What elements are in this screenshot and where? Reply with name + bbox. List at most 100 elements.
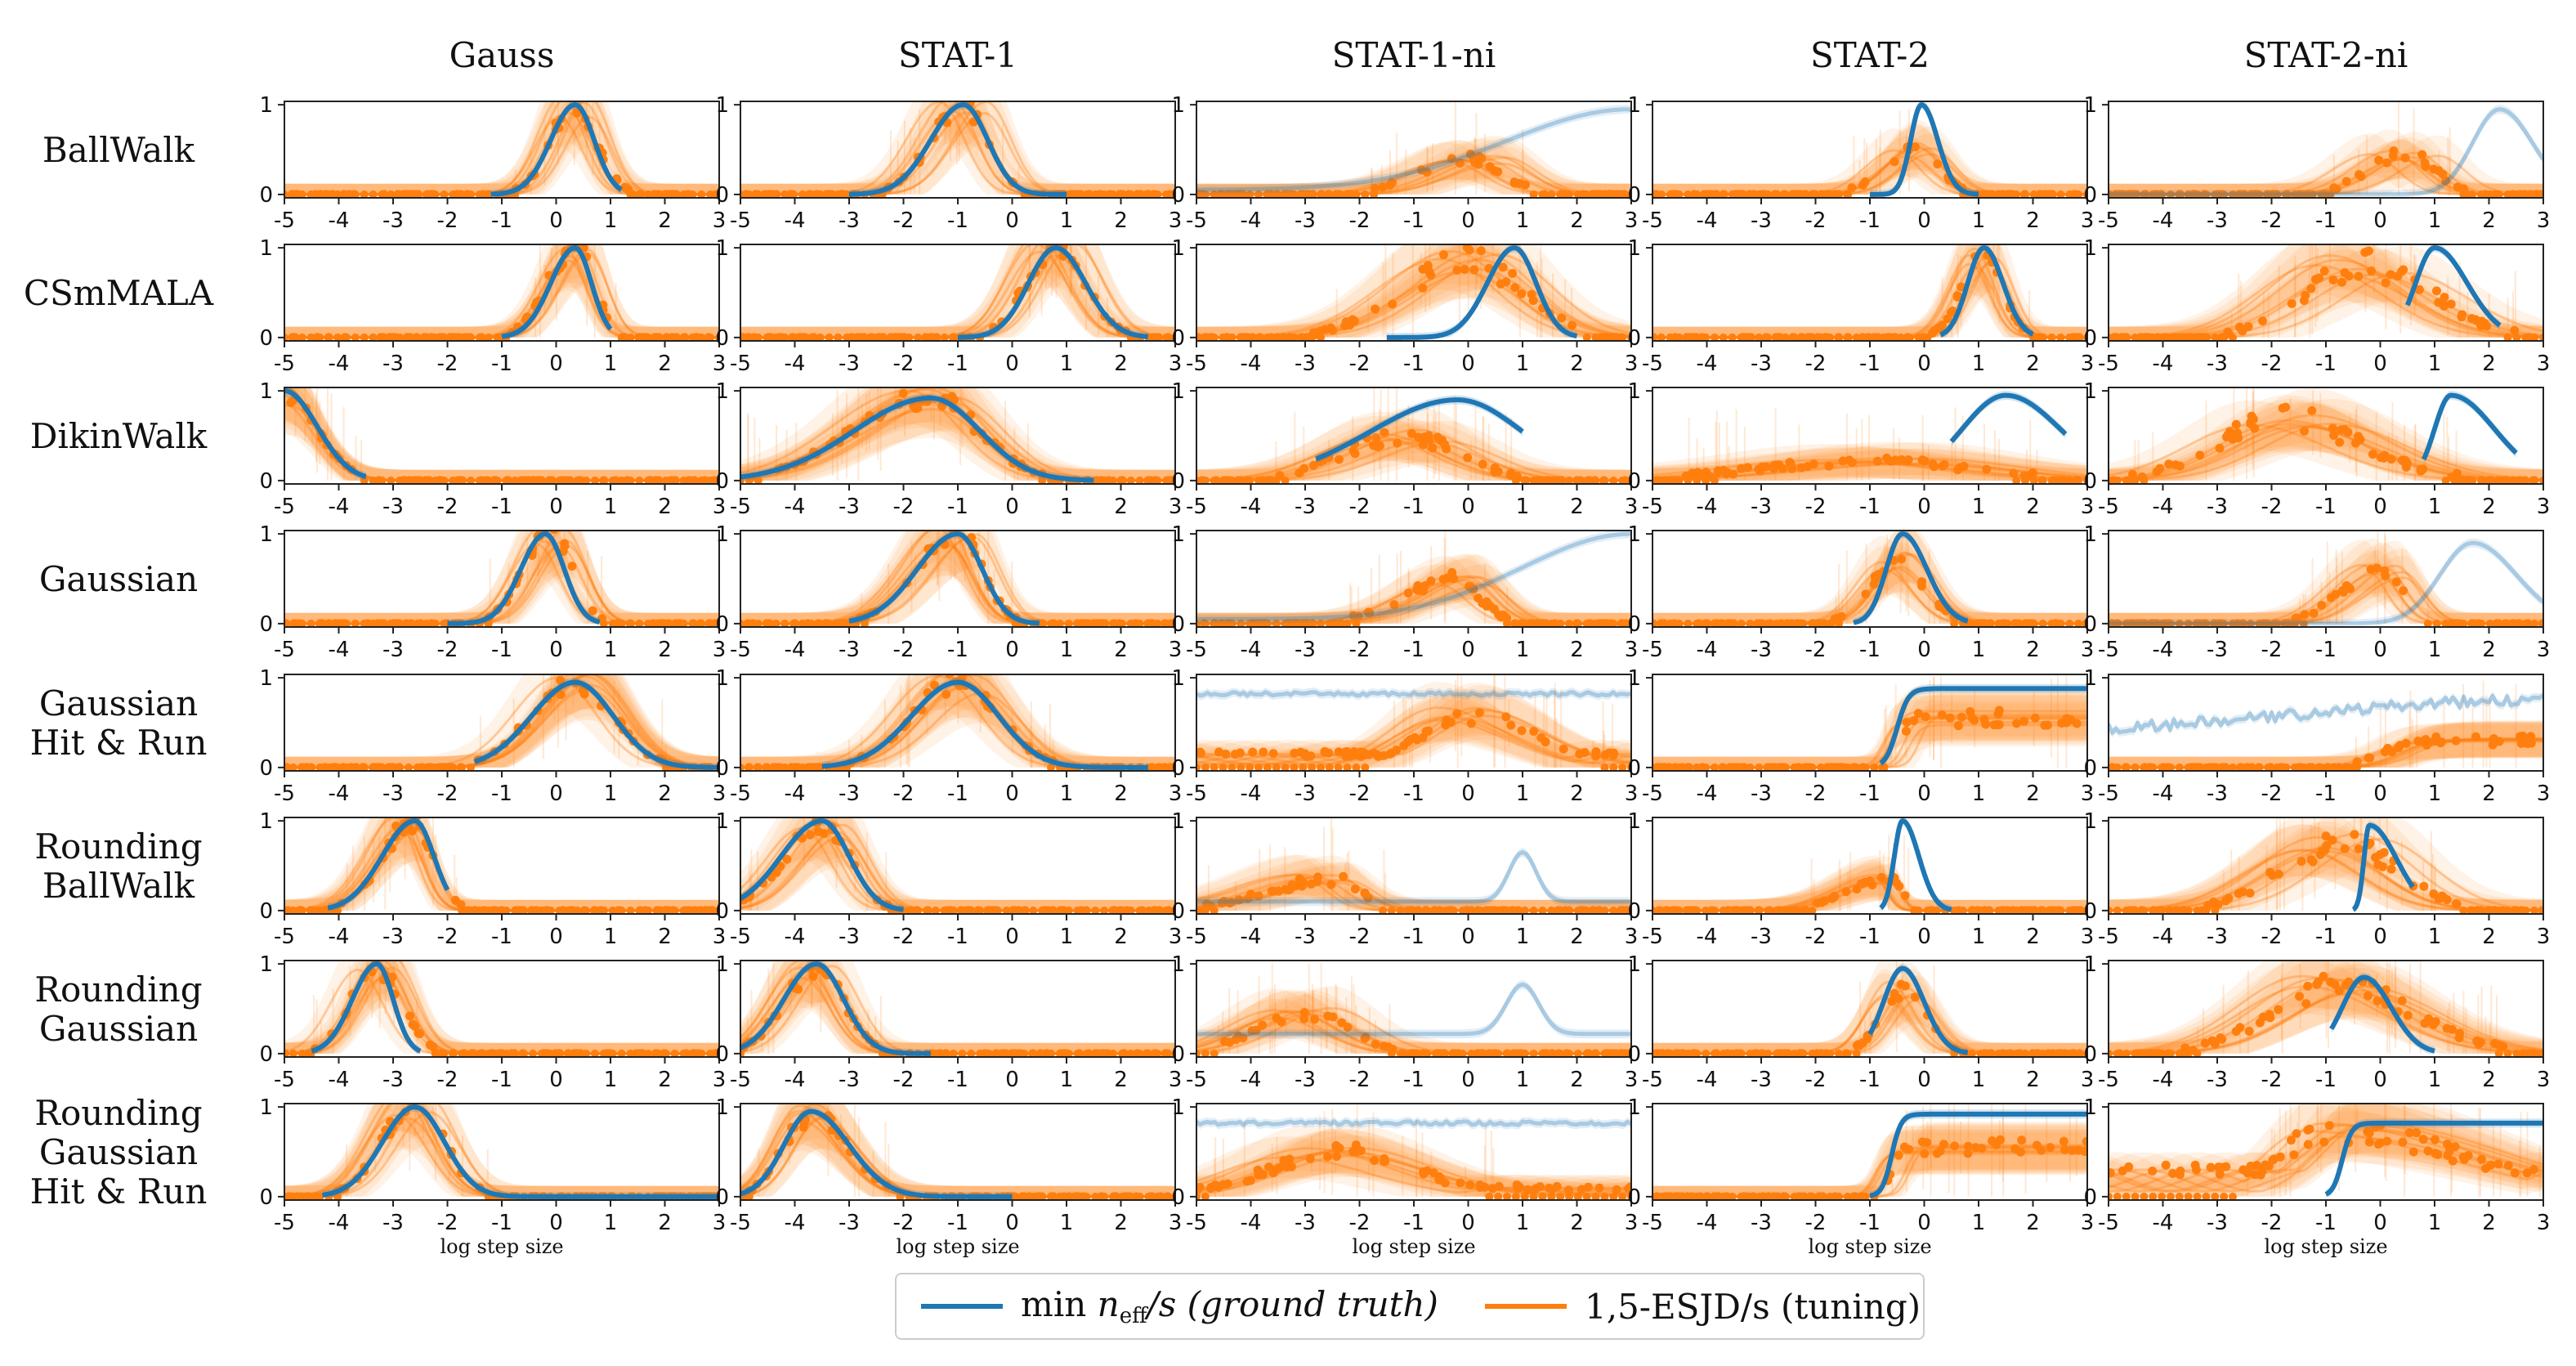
orange-point: [1269, 749, 1278, 758]
y-tick-label: 1: [1171, 809, 1185, 834]
orange-point: [1426, 271, 1435, 280]
orange-point: [2062, 719, 2071, 728]
panel-plot-area: [1648, 391, 2091, 485]
orange-point: [1467, 719, 1476, 728]
x-tick-label: 0: [2373, 782, 2387, 806]
y-tick-label: 0: [1171, 899, 1185, 924]
orange-point: [1714, 468, 1723, 477]
x-tick-label: 0: [2373, 495, 2387, 519]
orange-point: [2232, 420, 2241, 429]
orange-point: [1743, 463, 1752, 472]
x-tick-label: 3: [713, 782, 727, 806]
x-tick-label: 2: [658, 495, 672, 519]
orange-point: [1529, 296, 1538, 305]
orange-point: [2268, 871, 2277, 880]
x-tick-label: -1: [947, 352, 968, 376]
x-tick-label: -2: [1349, 925, 1371, 949]
orange-point: [1303, 752, 1312, 761]
x-tick-label: -2: [2261, 495, 2283, 519]
x-tick-label: -4: [2153, 208, 2174, 233]
x-tick-label: 0: [2373, 638, 2387, 662]
x-tick-label: 3: [1625, 925, 1639, 949]
panel-1-3: 01-5 -4 -3 -2 -1 0 1 2 3: [1627, 235, 2094, 376]
row-label: Gaussian: [39, 559, 198, 599]
x-tick-label: -1: [2315, 352, 2337, 376]
x-tick-label: 3: [1625, 638, 1639, 662]
orange-point: [2482, 321, 2491, 330]
x-tick-label: 2: [1114, 208, 1128, 233]
orange-point: [1307, 880, 1316, 889]
x-tick-label: 2: [2482, 352, 2496, 376]
y-tick-label: 0: [1171, 326, 1185, 351]
x-tick-label: 3: [1169, 495, 1183, 519]
x-tick-label: 0: [1917, 782, 1931, 806]
orange-point: [1861, 177, 1870, 186]
orange-point: [1439, 575, 1448, 584]
orange-point: [2297, 857, 2306, 866]
x-tick-label: -1: [1403, 208, 1424, 233]
orange-point: [2258, 316, 2267, 325]
orange-point: [1418, 284, 1427, 293]
orange-point: [1902, 727, 1911, 736]
orange-point: [1897, 554, 1906, 563]
x-tick-label: 3: [2081, 208, 2095, 233]
orange-point: [1921, 712, 1930, 721]
orange-point: [1372, 750, 1381, 759]
orange-point: [1371, 305, 1380, 314]
y-tick-label: 0: [259, 183, 273, 208]
x-tick-label: 0: [2373, 208, 2387, 233]
y-tick-label: 0: [259, 899, 273, 924]
panel-5-2: 01-5 -4 -3 -2 -1 0 1 2 3: [1171, 809, 1638, 949]
orange-point: [1491, 464, 1500, 473]
orange-point: [2288, 299, 2296, 308]
orange-point: [2452, 899, 2461, 908]
orange-point: [1407, 429, 1416, 438]
x-tick-label: 3: [713, 495, 727, 519]
x-tick-label: -1: [2315, 208, 2337, 233]
orange-point: [1388, 299, 1397, 308]
orange-point: [1536, 733, 1545, 742]
orange-point: [1568, 320, 1576, 329]
y-tick-label: 1: [2083, 93, 2097, 118]
y-tick-label: 1: [715, 666, 729, 691]
x-tick-label: 3: [1625, 495, 1639, 519]
orange-band: [1652, 695, 2087, 768]
x-tick-label: -3: [839, 782, 860, 806]
orange-point: [1938, 710, 1947, 719]
y-tick-label: 0: [1627, 756, 1641, 781]
panel-plot-area: [280, 521, 723, 629]
x-tick-label: 1: [604, 352, 618, 376]
orange-point: [2350, 830, 2359, 839]
orange-point: [2489, 741, 2498, 750]
orange-point: [1848, 458, 1857, 467]
orange-point: [1774, 460, 1783, 469]
y-tick-label: 1: [2083, 522, 2097, 547]
panel-3-0: 01-5 -4 -3 -2 -1 0 1 2 3: [259, 521, 726, 662]
column-title-stat-2: STAT-2: [1810, 35, 1930, 75]
y-tick-label: 1: [259, 379, 273, 404]
x-tick-label: 2: [658, 925, 672, 949]
orange-point: [2337, 278, 2346, 287]
x-tick-label: -3: [2207, 495, 2228, 519]
x-tick-label: -4: [1697, 782, 1718, 806]
x-tick-label: -5: [1186, 495, 1207, 519]
panel-4-1: 01-5 -4 -3 -2 -1 0 1 2 3: [715, 665, 1182, 806]
panel-2-1: 01-5 -4 -3 -2 -1 0 1 2 3: [715, 378, 1182, 519]
orange-point: [2399, 586, 2408, 595]
x-tick-label: -4: [1241, 352, 1262, 376]
y-tick-label: 1: [259, 522, 273, 547]
y-tick-label: 0: [1627, 326, 1641, 351]
orange-point: [1424, 437, 1433, 446]
x-tick-label: 2: [1570, 925, 1584, 949]
x-tick-label: 0: [549, 782, 563, 806]
orange-point: [2320, 266, 2329, 275]
x-tick-label: -1: [1859, 208, 1881, 233]
column-title-stat-1: STAT-1: [898, 35, 1017, 75]
orange-point: [1693, 468, 1702, 477]
x-tick-label: 0: [1005, 638, 1019, 662]
orange-point: [567, 562, 576, 571]
orange-point: [2432, 286, 2441, 295]
orange-point: [1327, 880, 1336, 889]
orange-point: [2439, 893, 2448, 902]
orange-point: [1929, 459, 1938, 468]
